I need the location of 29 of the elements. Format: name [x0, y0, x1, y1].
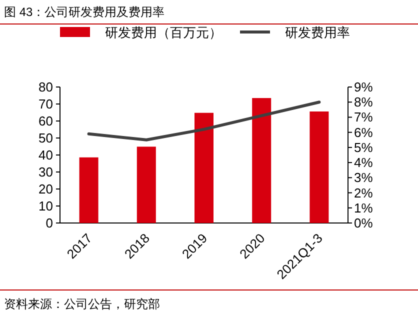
y-tick-label: 40	[38, 148, 53, 162]
y2-tick-label: 6%	[354, 124, 374, 140]
y-tick-label: 60	[38, 114, 53, 128]
line-series	[87, 100, 321, 142]
y2-tick-label: 0%	[354, 216, 374, 230]
y2-tick-label: 1%	[354, 200, 374, 216]
bar	[252, 98, 272, 223]
y2-tick-label: 5%	[354, 140, 374, 155]
bar	[136, 146, 156, 223]
y2-tick-label: 2%	[354, 185, 374, 200]
y2-tick-label: 3%	[354, 170, 374, 186]
legend-label: 研发费用率	[285, 25, 350, 40]
bar	[79, 157, 98, 223]
y2-tick-label: 8%	[354, 94, 374, 110]
bar	[310, 111, 329, 223]
y-tick-label: 80	[38, 80, 53, 94]
text: 资料来源：公司公告，研究部	[4, 297, 160, 311]
bar	[194, 112, 214, 223]
y-tick-label: 30	[38, 164, 53, 180]
y-tick-label: 10	[38, 198, 53, 214]
y-tick-label: 70	[38, 96, 53, 112]
y-tick-label: 20	[38, 182, 53, 196]
y-tick-label: 0	[46, 216, 53, 230]
y2-tick-label: 9%	[354, 80, 374, 94]
chart-title: 图 43：公司研发费用及费用率	[4, 5, 165, 19]
y2-tick-label: 4%	[354, 155, 374, 170]
y-tick-label: 50	[38, 130, 53, 146]
legend-label: 研发费用（百万元）	[105, 25, 222, 40]
y2-tick-label: 7%	[354, 110, 374, 125]
